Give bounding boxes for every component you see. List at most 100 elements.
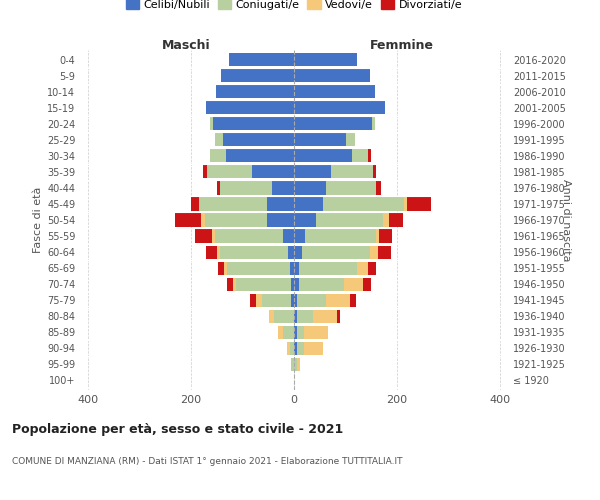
Bar [344, 278, 363, 290]
Bar [294, 85, 375, 98]
Bar [220, 182, 272, 194]
Bar [229, 53, 294, 66]
Bar [302, 246, 370, 258]
Bar [337, 310, 340, 323]
Bar [304, 342, 323, 355]
Bar [220, 246, 288, 258]
Bar [346, 133, 355, 146]
Bar [294, 69, 370, 82]
Bar [404, 198, 407, 210]
Bar [252, 166, 294, 178]
Bar [368, 150, 371, 162]
Bar [407, 198, 431, 210]
Bar [202, 214, 205, 226]
Bar [370, 246, 378, 258]
Bar [250, 294, 256, 307]
Bar [215, 230, 283, 242]
Bar [294, 358, 296, 371]
Bar [256, 294, 262, 307]
Bar [296, 294, 326, 307]
Text: Femmine: Femmine [370, 38, 434, 52]
Bar [294, 166, 331, 178]
Bar [267, 198, 294, 210]
Bar [383, 214, 389, 226]
Bar [206, 166, 252, 178]
Bar [378, 246, 391, 258]
Bar [294, 214, 316, 226]
Bar [206, 101, 294, 114]
Y-axis label: Fasce di età: Fasce di età [32, 187, 43, 253]
Bar [287, 342, 290, 355]
Bar [368, 262, 376, 274]
Bar [175, 214, 202, 226]
Bar [379, 230, 392, 242]
Bar [294, 150, 352, 162]
Bar [313, 310, 337, 323]
Bar [203, 166, 206, 178]
Text: Maschi: Maschi [161, 38, 211, 52]
Bar [233, 278, 236, 290]
Bar [213, 117, 294, 130]
Bar [294, 117, 372, 130]
Bar [294, 182, 326, 194]
Bar [316, 214, 383, 226]
Bar [209, 117, 213, 130]
Bar [294, 326, 296, 339]
Bar [294, 230, 305, 242]
Bar [217, 246, 220, 258]
Bar [294, 246, 302, 258]
Bar [267, 214, 294, 226]
Bar [283, 326, 294, 339]
Bar [352, 150, 368, 162]
Bar [357, 262, 368, 274]
Bar [294, 262, 299, 274]
Bar [363, 278, 371, 290]
Bar [299, 278, 344, 290]
Bar [294, 294, 296, 307]
Bar [209, 150, 226, 162]
Bar [296, 342, 304, 355]
Y-axis label: Anni di nascita: Anni di nascita [561, 179, 571, 261]
Bar [224, 262, 227, 274]
Bar [226, 150, 294, 162]
Bar [296, 358, 299, 371]
Bar [296, 326, 304, 339]
Bar [223, 133, 294, 146]
Bar [212, 230, 215, 242]
Bar [278, 326, 283, 339]
Bar [376, 230, 379, 242]
Bar [323, 198, 404, 210]
Bar [304, 326, 328, 339]
Bar [218, 262, 224, 274]
Bar [199, 198, 267, 210]
Bar [292, 278, 294, 290]
Bar [294, 53, 357, 66]
Bar [274, 310, 294, 323]
Bar [221, 69, 294, 82]
Bar [389, 214, 403, 226]
Legend: Celibi/Nubili, Coniugati/e, Vedovi/e, Divorziati/e: Celibi/Nubili, Coniugati/e, Vedovi/e, Di… [121, 0, 467, 14]
Bar [215, 133, 223, 146]
Bar [296, 310, 313, 323]
Bar [191, 198, 199, 210]
Bar [294, 310, 296, 323]
Bar [290, 342, 294, 355]
Bar [294, 101, 385, 114]
Bar [195, 230, 212, 242]
Bar [294, 133, 346, 146]
Bar [294, 342, 296, 355]
Bar [227, 278, 233, 290]
Bar [217, 182, 220, 194]
Bar [206, 246, 217, 258]
Bar [288, 246, 294, 258]
Bar [350, 294, 356, 307]
Bar [269, 310, 274, 323]
Bar [205, 214, 267, 226]
Bar [294, 198, 323, 210]
Bar [331, 166, 373, 178]
Bar [372, 117, 375, 130]
Bar [326, 182, 376, 194]
Bar [292, 294, 294, 307]
Bar [373, 166, 376, 178]
Bar [376, 182, 382, 194]
